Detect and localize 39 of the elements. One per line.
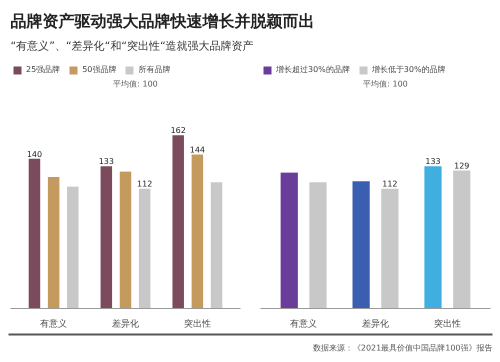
x-tick-label: 差异化 (112, 318, 139, 330)
bar (192, 154, 204, 308)
chart-subtitle: “有意义”、“差异化“和“突出性“造就强大品牌资产 (10, 40, 254, 52)
x-tick-label: 有意义 (40, 318, 68, 330)
bar (352, 181, 370, 308)
data-label: 162 (170, 126, 186, 136)
bar (28, 158, 40, 308)
data-label: 129 (454, 162, 470, 171)
annotation: 平均值: 100 (113, 80, 158, 88)
x-tick-label: 有意义 (290, 318, 318, 330)
bar (309, 182, 327, 308)
bar (138, 188, 150, 308)
legend-label: 25强品牌 (26, 64, 60, 75)
data-label: 133 (98, 157, 114, 166)
data-label: 133 (425, 157, 441, 166)
bar (453, 170, 470, 308)
legend-label: 增长超过30%的品牌 (276, 64, 350, 75)
bar (424, 166, 442, 308)
chart-title: 品牌资产驱动强大品牌快速增长并脱颖而出 (10, 12, 314, 30)
annotation: 平均值: 100 (363, 80, 408, 88)
bar (48, 176, 60, 308)
data-label: 140 (26, 150, 42, 159)
data-label: 112 (382, 180, 398, 189)
legend-label: 增长低于30%的品牌 (372, 64, 446, 75)
x-tick-label: 突出性 (184, 318, 211, 330)
x-tick-label: 差异化 (362, 318, 389, 330)
x-tick-label: 突出性 (434, 318, 461, 330)
bar (172, 135, 184, 308)
legend-label: 50强品牌 (82, 64, 116, 75)
data-label: 112 (137, 180, 152, 189)
bar (120, 172, 132, 308)
data-label: 144 (190, 145, 206, 154)
bar (280, 172, 298, 308)
bar (67, 186, 79, 308)
source-note: 数据来源：《2021最具价值中国品牌100强》报告 (312, 344, 493, 352)
bar (381, 188, 398, 308)
bar (100, 166, 112, 308)
bar (210, 182, 222, 308)
legend-label: 所有品牌 (138, 64, 170, 75)
